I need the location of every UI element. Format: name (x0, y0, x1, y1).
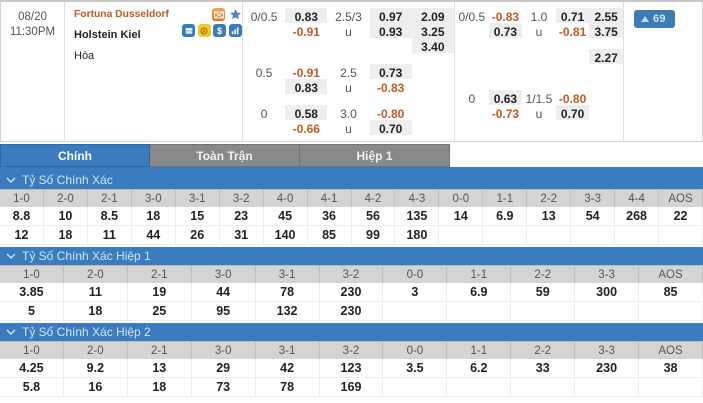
svg-text:$: $ (217, 26, 222, 36)
